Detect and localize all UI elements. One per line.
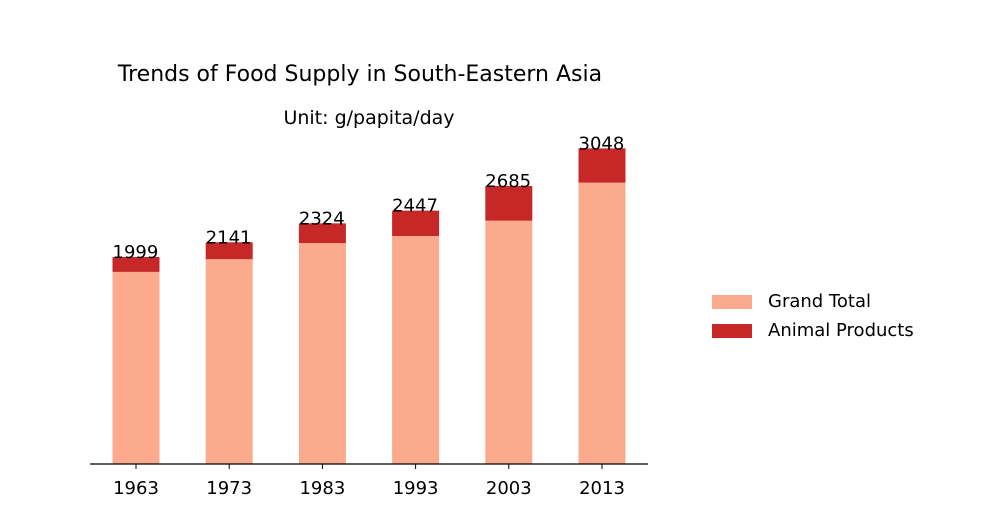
data-label-2003: 2685 [485,171,531,192]
data-label-1983: 2324 [299,208,345,229]
bars-group [112,148,626,464]
x-tick-label-2013: 2013 [579,478,625,499]
data-label-1963: 1999 [113,242,159,263]
bar-grand-total-1993 [392,235,440,464]
legend-swatch-animal-products [712,323,752,338]
bar-animal-products-2013 [578,148,626,183]
chart-subtitle: Unit: g/papita/day [283,107,455,129]
data-label-1973: 2141 [206,227,252,248]
x-tick-label-1983: 1983 [299,478,345,499]
bar-animal-products-1993 [392,210,440,236]
legend: Grand Total Animal Products [712,287,914,345]
bar-animal-products-1983 [298,223,346,244]
bar-animal-products-1963 [112,257,160,272]
chart-title: Trends of Food Supply in South-Eastern A… [117,62,603,87]
x-tick-label-1963: 1963 [113,478,159,499]
data-label-2013: 3048 [579,133,625,154]
data-labels-group: 1999 2141 2324 2447 2685 3048 [113,133,625,263]
bar-grand-total-2013 [578,182,626,464]
x-tick-label-1993: 1993 [393,478,439,499]
bar-grand-total-2003 [485,220,533,464]
x-tick-label-1973: 1973 [206,478,252,499]
legend-label-animal-products: Animal Products [768,320,914,341]
legend-item-animal-products: Animal Products [712,316,914,345]
legend-swatch-grand-total [712,294,752,309]
bar-grand-total-1973 [205,259,253,464]
bar-grand-total-1983 [298,243,346,464]
x-tick-label-2003: 2003 [486,478,532,499]
legend-item-grand-total: Grand Total [712,287,914,316]
bar-animal-products-2003 [485,185,533,221]
x-ticks-group: 1963 1973 1983 1993 2003 2013 [113,464,625,499]
bar-grand-total-1963 [112,271,160,464]
bar-animal-products-1973 [205,242,253,260]
data-label-1993: 2447 [392,196,438,217]
legend-label-grand-total: Grand Total [768,291,871,312]
